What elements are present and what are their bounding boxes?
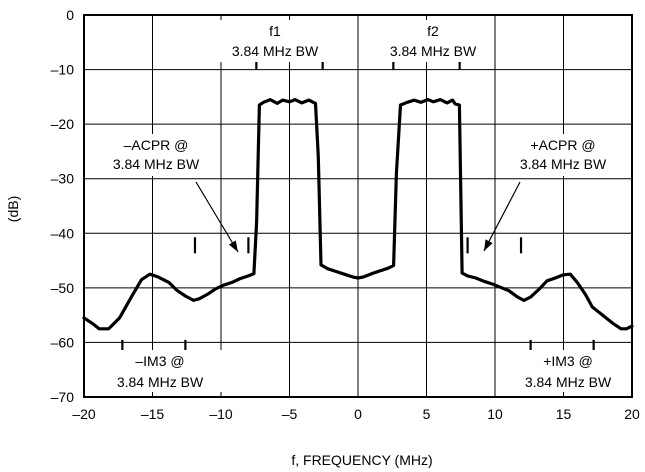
neg-acpr-line1: –ACPR @: [124, 137, 189, 153]
f2-label-bg: [372, 20, 494, 62]
arrowhead: [228, 240, 238, 252]
grid: [84, 15, 632, 397]
pos-acpr-line1: +ACPR @: [530, 137, 595, 153]
annotation-arrows: [195, 181, 521, 253]
x-tick-label: –10: [209, 406, 233, 422]
x-tick-label: –5: [282, 406, 298, 422]
x-tick-label: 10: [487, 406, 503, 422]
x-tick-label: 20: [624, 406, 640, 422]
f1-name: f1: [269, 23, 281, 39]
pos-im3-line1: +IM3 @: [543, 353, 593, 369]
f1-bw: 3.84 MHz BW: [232, 43, 319, 59]
x-tick-label: –15: [141, 406, 165, 422]
x-tick-label: 15: [556, 406, 572, 422]
y-tick-label: –40: [51, 225, 75, 241]
neg-acpr-line2: 3.84 MHz BW: [113, 156, 200, 172]
annotation-leader-line: [483, 181, 521, 252]
y-tick-label: –10: [51, 62, 75, 78]
pos-im3-label-bg: [506, 350, 630, 392]
annotation-leader-line: [195, 181, 239, 253]
series-layer: [82, 97, 634, 331]
x-tick-label: 0: [354, 406, 362, 422]
y-tick-label: –20: [51, 116, 75, 132]
pos-im3-line2: 3.84 MHz BW: [525, 374, 612, 390]
x-tick-label: 5: [423, 406, 431, 422]
plot-frame: [83, 14, 633, 398]
neg-im3-line2: 3.84 MHz BW: [117, 374, 204, 390]
neg-acpr-label-bg: [96, 134, 216, 176]
arrowhead: [484, 239, 493, 251]
neg-im3-line1: –IM3 @: [135, 353, 184, 369]
series-line: [82, 97, 634, 331]
f1-label-bg: [214, 20, 336, 62]
x-axis-title: f, FREQUENCY (MHz): [291, 452, 432, 468]
x-tick-label: –20: [72, 406, 96, 422]
y-tick-label: –60: [51, 334, 75, 350]
y-tick-label: –30: [51, 171, 75, 187]
pos-acpr-line2: 3.84 MHz BW: [520, 156, 607, 172]
neg-im3-label-bg: [98, 350, 222, 392]
pos-acpr-label-bg: [502, 134, 624, 176]
annotations: f1 3.84 MHz BW f2 3.84 MHz BW –ACPR @ 3.…: [96, 20, 630, 392]
tick-labels: –20 –15 –10 –5 0 5 10 15 200–10–20–30–40–50–60–7…: [51, 7, 640, 422]
y-axis-title: (dB): [5, 196, 21, 222]
f2-bw: 3.84 MHz BW: [390, 43, 477, 59]
f2-name: f2: [427, 23, 439, 39]
y-tick-label: –70: [51, 389, 75, 405]
y-tick-label: –50: [51, 280, 75, 296]
y-tick-label: 0: [66, 7, 74, 23]
